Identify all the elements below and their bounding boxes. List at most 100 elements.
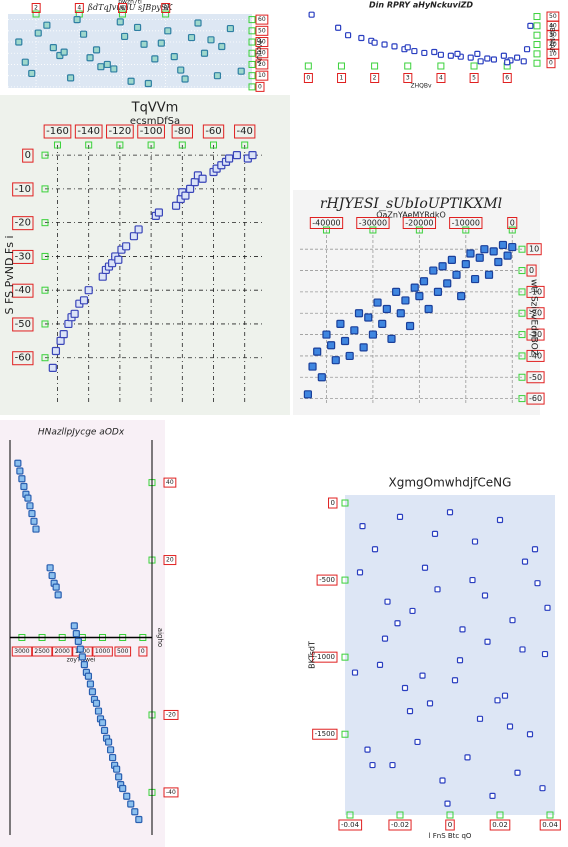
tick-label-box [74,124,103,139]
tick-label-box [309,217,344,229]
y-tick [41,286,49,294]
point [356,569,364,576]
x-tick-label: 6 [121,5,125,12]
point [131,808,139,816]
point [79,30,88,38]
tick-label-box [338,819,363,831]
x-tick-label: -40000 [312,219,340,228]
tick-label-box [74,3,84,13]
point [34,29,42,37]
point [213,72,222,80]
tick-label-box [507,217,518,229]
point [134,225,143,234]
y-tick-label: -60 [15,353,31,364]
point [531,546,539,553]
y-tick [41,151,49,159]
plot-area [305,10,537,66]
point [541,650,549,658]
point [28,69,36,78]
x-tick-label: -60 [205,126,221,137]
y-tick-label: -20 [529,309,542,318]
point [232,151,242,160]
tick-label-box [163,555,177,566]
point [248,151,257,160]
chart-title: XgmgOmwhdjfCeNG [389,476,512,490]
y-tick [518,267,526,275]
point [431,48,438,56]
point [151,55,159,63]
point [378,319,387,329]
y-tick-label: -40 [166,789,176,796]
y-tick [41,185,49,193]
x-tick [446,811,454,819]
y-tick-label: -40 [15,285,31,296]
y-tick-label: 10 [549,50,557,57]
point [317,373,326,382]
point [364,313,373,322]
x-tick-label: -10000 [452,219,480,228]
point [381,41,388,48]
point [490,56,498,63]
x-tick [116,141,124,149]
y-tick [341,730,349,738]
point [484,638,491,645]
y-tick-label: -20 [15,218,31,229]
point [86,680,95,688]
point [54,591,62,599]
point [94,707,103,715]
point [371,546,379,553]
x-tick [462,226,470,234]
point [523,46,531,53]
y-tick-label: 0 [529,266,534,275]
point [496,516,504,524]
x-tick-label: -120 [109,126,132,137]
point [451,677,459,684]
x-tick [404,62,412,70]
y-tick-label: -10 [529,287,542,296]
point [475,253,484,262]
y-tick-label: 0 [258,83,262,90]
y-tick-label: 40 [549,22,557,29]
point [345,351,354,361]
tick-label-box [137,124,165,139]
y-tick-label: 20 [166,557,174,564]
tick-label-box [138,646,148,657]
x-tick [546,811,554,819]
x-tick-label: 8 [164,5,168,12]
tick-label-box [163,709,179,720]
y-tick [41,354,49,362]
point [344,32,352,39]
point [414,738,421,746]
point [115,773,123,781]
point [119,784,127,793]
point [322,330,331,339]
y-tick-label: -10 [15,184,31,195]
point [350,326,359,335]
point [509,617,516,624]
point [92,46,101,54]
x-tick-label: 0.02 [492,821,508,829]
point [52,583,60,591]
point [123,792,131,800]
y-tick-label: -50 [15,319,31,330]
point [527,22,534,29]
point [354,309,364,318]
tick-label-box [255,37,269,48]
point [98,272,107,281]
tick-label-box [255,81,265,92]
chart: HNazllpJycge aODx30002500200015001000500… [0,420,179,847]
point [72,630,80,638]
point [456,657,464,664]
tick-label-box [255,14,269,25]
point [489,247,498,256]
y-tick-label: -40 [529,351,542,360]
point [15,38,23,46]
point [503,251,512,260]
point [28,509,36,518]
point [519,646,526,653]
point [446,509,454,516]
tick-label-box [403,73,413,83]
tick-label-box [22,148,34,163]
tick-label-box [92,646,113,657]
